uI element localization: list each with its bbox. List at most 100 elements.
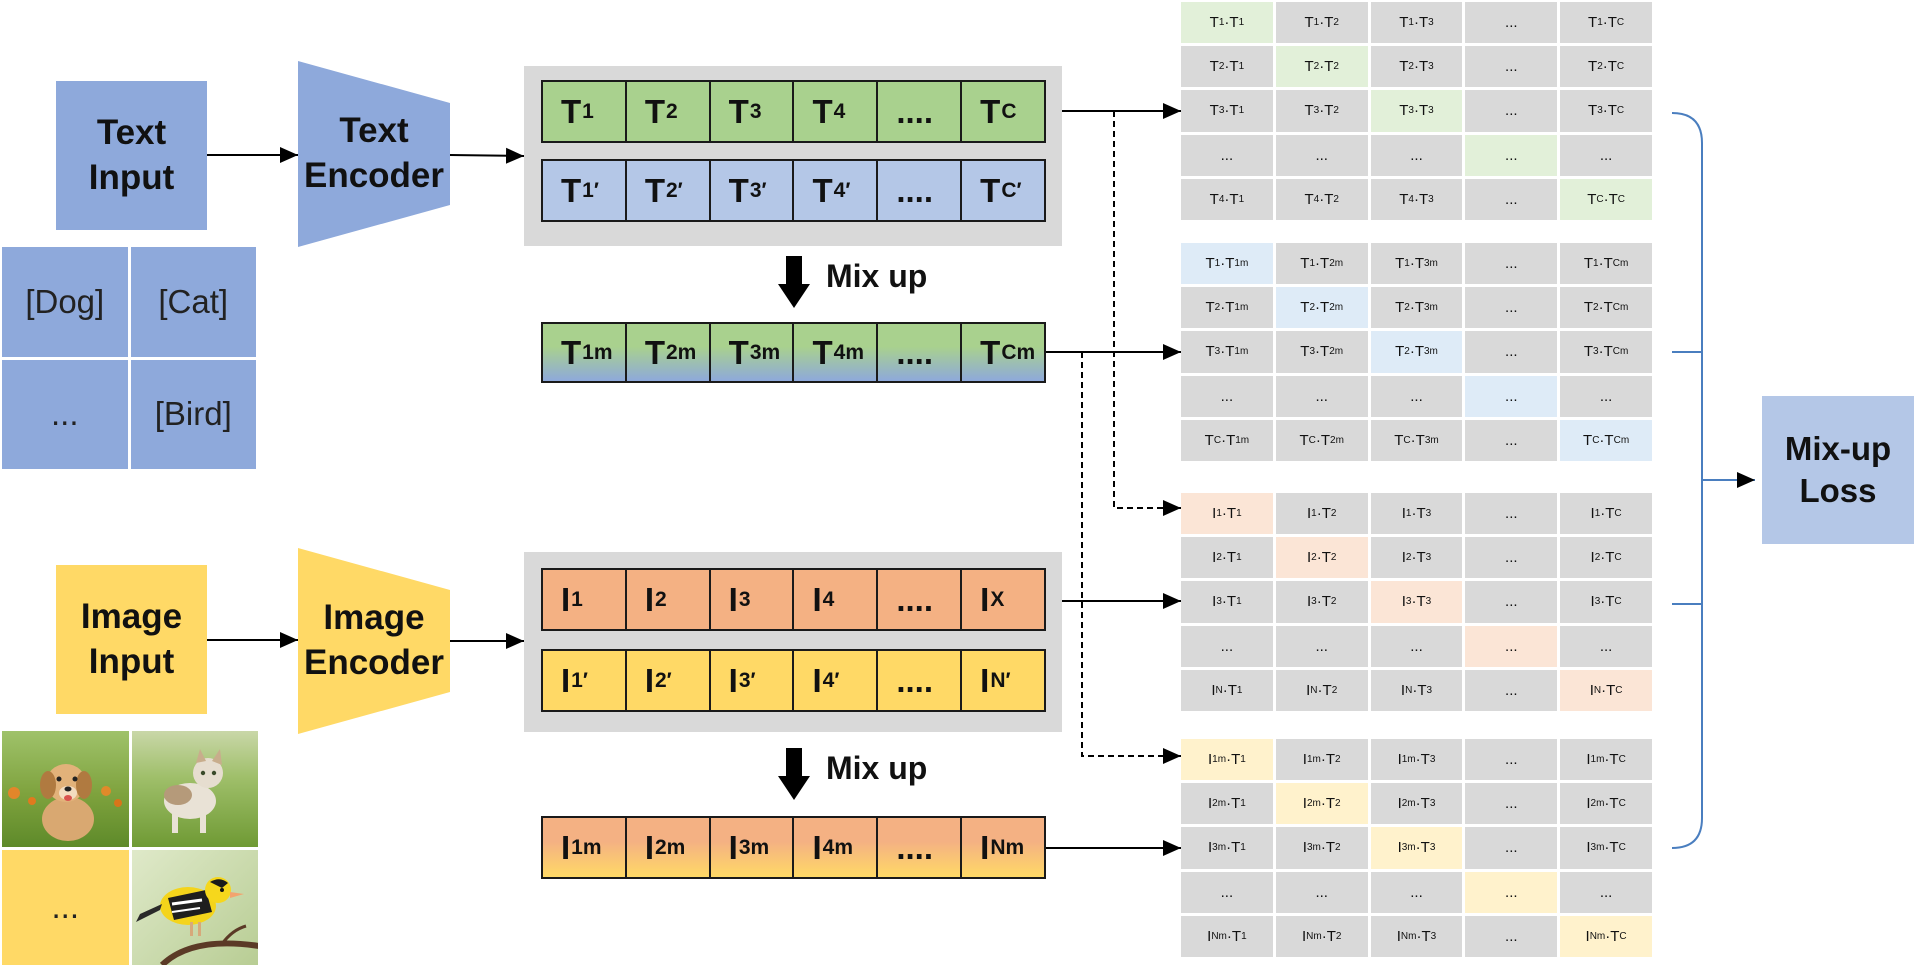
- matrix-cell: I 2m ·T 1: [1181, 783, 1273, 825]
- matrix-cell: I 1m ·T C: [1560, 739, 1652, 781]
- mixup-label-image: Mix up: [826, 750, 928, 786]
- text-example-dog: [Dog]: [2, 247, 128, 357]
- matrix-cell: ...: [1275, 871, 1368, 913]
- text-encoder-line2: Encoder: [303, 156, 445, 195]
- matrix-cell: ...: [1465, 90, 1558, 132]
- feature-token: ....: [878, 818, 963, 877]
- matrix-cell: ...: [1465, 243, 1558, 285]
- feature-token: I 4m: [794, 818, 879, 877]
- matrix-cell: I Nm ·T C: [1560, 915, 1652, 957]
- matrix-cell: ...: [1465, 537, 1558, 579]
- text-feature-sequence: T 1 T 2 T 3 T 4.... T C: [541, 80, 1046, 143]
- feature-token: I 2m: [627, 818, 711, 877]
- matrix-cell: T 3 ·T 1: [1181, 90, 1273, 132]
- matrix-cell: I 3m ·T 2: [1275, 827, 1368, 869]
- feature-token: I 3′: [711, 651, 795, 710]
- matrix-cell: T 1 ·T 2m: [1275, 243, 1368, 285]
- image-encoder-line1: Image: [323, 598, 425, 638]
- feature-token: ....: [878, 651, 963, 710]
- feature-token: I 2′: [627, 651, 711, 710]
- matrix-cell: ...: [1465, 739, 1558, 781]
- kitten-photo: [131, 731, 258, 847]
- matrix-cell: I N ·T 2: [1275, 669, 1368, 711]
- matrix-cell: ...: [1560, 375, 1652, 417]
- matrix-cell: I 1m ·T 2: [1275, 739, 1368, 781]
- matrix-cell: T 2 ·T 3m: [1370, 287, 1463, 329]
- feature-token: T 1′: [543, 161, 627, 220]
- matrix-text-textmix: T 1 ·T 1m T 1 ·T 2m T 1 ·T 3m... T 1 ·T Cm T 2 ·T 1m T 2 ·T 2m T…: [1181, 243, 1652, 461]
- feature-token: I N′: [980, 661, 1011, 699]
- feature-token: ....: [878, 324, 963, 381]
- feature-token: I 1′: [543, 651, 627, 710]
- feature-token: T 1m: [543, 324, 627, 381]
- matrix-cell: ...: [1181, 871, 1273, 913]
- matrix-cell: ...: [1465, 46, 1558, 88]
- matrix-cell: ...: [1465, 375, 1558, 417]
- matrix-cell: ...: [1465, 134, 1558, 176]
- matrix-cell: ...: [1465, 915, 1558, 957]
- matrix-cell: I 1 ·T C: [1560, 493, 1652, 535]
- text-encoder-line1: Text: [339, 111, 409, 151]
- matrix-cell: I 1 ·T 1: [1181, 493, 1273, 535]
- matrix-cell: I N ·T 3: [1370, 669, 1463, 711]
- matrix-cell: ...: [1370, 625, 1463, 667]
- matrix-cell: ...: [1465, 625, 1558, 667]
- mixup-loss-box: Mix-up Loss: [1762, 396, 1914, 544]
- text-example-cat: [Cat]: [130, 247, 256, 357]
- matrix-cell: T 4 ·T 3: [1370, 178, 1463, 220]
- matrix-cell: I 1m ·T 3: [1370, 739, 1463, 781]
- matrix-cell: T 2 ·T C: [1560, 46, 1652, 88]
- matrix-cell: ...: [1465, 419, 1558, 461]
- image-prime-feature-sequence: I 1′ I 2′ I 3′ I 4′.... I N′: [541, 649, 1046, 712]
- matrix-cell: T 2 ·T 3m: [1370, 331, 1463, 373]
- matrix-cell: ...: [1465, 783, 1558, 825]
- mixup-label-text: Mix up: [826, 258, 928, 294]
- matrix-cell: ...: [1560, 871, 1652, 913]
- image-example-ellipsis: ...: [2, 849, 129, 965]
- matrix-cell: T 2 ·T Cm: [1560, 287, 1652, 329]
- matrix-cell: T 3 ·T C: [1560, 90, 1652, 132]
- matrix-cell: T 2 ·T 2: [1275, 46, 1368, 88]
- matrix-cell: I Nm ·T 3: [1370, 915, 1463, 957]
- matrix-cell: T 3 ·T 3: [1370, 90, 1463, 132]
- feature-token: T 3m: [711, 324, 795, 381]
- text-mix-feature-sequence: T 1m T 2m T 3m T 4m.... T Cm: [541, 322, 1046, 383]
- feature-token: I Nm: [980, 828, 1025, 866]
- matrix-cell: T 1 ·T 2: [1275, 2, 1368, 44]
- matrix-cell: ...: [1370, 871, 1463, 913]
- image-encoder: Image Encoder: [298, 548, 450, 734]
- matrix-cell: T C ·T C: [1560, 178, 1652, 220]
- matrix-cell: I 2 ·T 1: [1181, 537, 1273, 579]
- matrix-cell: I N ·T 1: [1181, 669, 1273, 711]
- matrix-image-text: I 1 ·T 1 I 1 ·T 2 I 1 ·T 3... I 1 ·T C I 2 ·T 1 I 2 ·T 2 I 2 ·T 3..…: [1181, 493, 1652, 711]
- matrix-cell: I 3m ·T 3: [1370, 827, 1463, 869]
- loss-line2: Loss: [1799, 472, 1877, 509]
- matrix-cell: ...: [1370, 375, 1463, 417]
- loss-brace: [1671, 112, 1703, 849]
- text-examples-grid: [Dog] [Cat] ... [Bird]: [2, 247, 256, 469]
- text-encoder: Text Encoder: [298, 61, 450, 247]
- matrix-cell: ...: [1560, 625, 1652, 667]
- text-prime-feature-sequence: T 1′ T 2′ T 3′ T 4′.... T C′: [541, 159, 1046, 222]
- matrix-cell: I 3 ·T C: [1560, 581, 1652, 623]
- image-mix-feature-sequence: I 1m I 2m I 3m I 4m.... I Nm: [541, 816, 1046, 879]
- matrix-cell: T C ·T 2m: [1275, 419, 1368, 461]
- matrix-imagemix-text: I 1m ·T 1 I 1m ·T 2 I 1m ·T 3... I 1m ·T C I 2m ·T 1 I 2m ·T 2 I…: [1181, 739, 1652, 957]
- puppy-photo: [2, 731, 129, 847]
- matrix-cell: T 1 ·T Cm: [1560, 243, 1652, 285]
- matrix-cell: T 1 ·T 1: [1181, 2, 1273, 44]
- matrix-cell: T 3 ·T 2m: [1275, 331, 1368, 373]
- matrix-cell: I 2 ·T 2: [1275, 537, 1368, 579]
- matrix-cell: T 3 ·T 1m: [1181, 331, 1273, 373]
- matrix-cell: T 2 ·T 1: [1181, 46, 1273, 88]
- image-encoder-shape: [298, 548, 450, 734]
- matrix-cell: T 4 ·T 1: [1181, 178, 1273, 220]
- feature-token: T 4m: [794, 324, 879, 381]
- feature-token: I 3m: [711, 818, 795, 877]
